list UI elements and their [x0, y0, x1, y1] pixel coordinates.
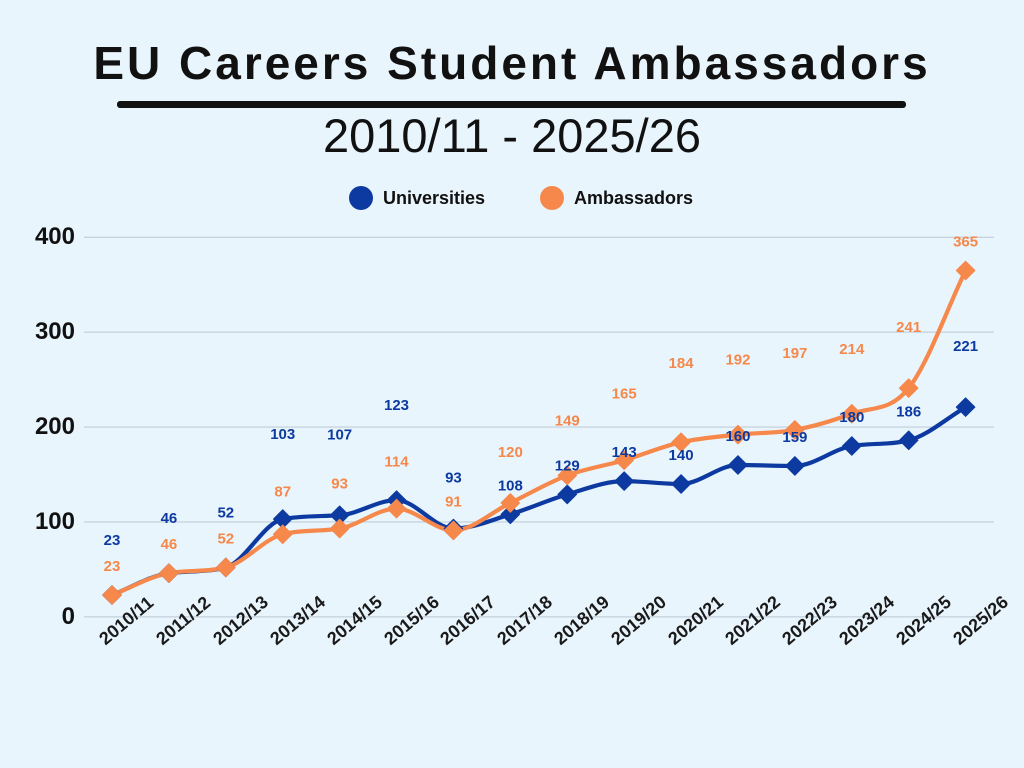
svg-text:103: 103 [270, 426, 295, 443]
svg-text:241: 241 [896, 319, 921, 336]
svg-text:140: 140 [669, 447, 694, 464]
svg-text:221: 221 [953, 338, 978, 355]
svg-text:93: 93 [445, 470, 462, 487]
svg-text:107: 107 [327, 426, 352, 443]
svg-text:143: 143 [612, 444, 637, 461]
svg-text:197: 197 [782, 345, 807, 362]
svg-text:129: 129 [555, 457, 580, 474]
svg-text:87: 87 [274, 483, 291, 500]
svg-text:180: 180 [839, 409, 864, 426]
svg-text:160: 160 [725, 428, 750, 445]
svg-text:23: 23 [104, 558, 121, 575]
svg-text:214: 214 [839, 341, 865, 358]
svg-text:186: 186 [896, 403, 921, 420]
svg-text:108: 108 [498, 477, 523, 494]
svg-text:165: 165 [612, 385, 637, 402]
svg-text:91: 91 [445, 493, 462, 510]
svg-text:123: 123 [384, 397, 409, 414]
svg-text:52: 52 [217, 504, 234, 521]
svg-text:114: 114 [384, 454, 409, 471]
svg-text:149: 149 [555, 412, 580, 429]
svg-text:46: 46 [161, 510, 178, 527]
svg-text:52: 52 [217, 530, 234, 547]
svg-text:365: 365 [953, 234, 978, 251]
svg-text:46: 46 [161, 536, 178, 553]
svg-text:120: 120 [498, 444, 523, 461]
svg-text:184: 184 [669, 355, 695, 372]
svg-text:192: 192 [725, 352, 750, 369]
svg-text:159: 159 [782, 429, 807, 446]
svg-text:93: 93 [331, 476, 348, 493]
svg-text:23: 23 [104, 532, 121, 549]
